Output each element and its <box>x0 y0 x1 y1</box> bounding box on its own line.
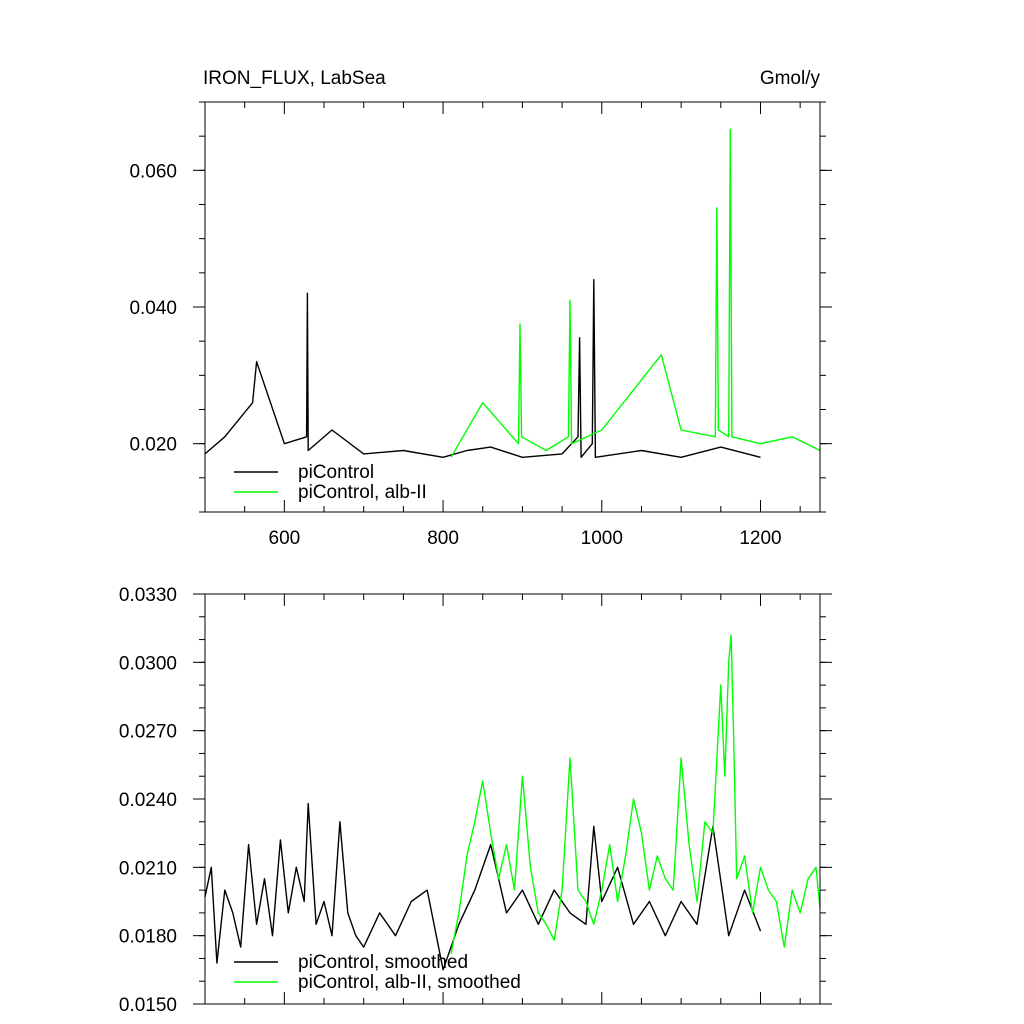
x-tick-label: 800 <box>427 528 459 549</box>
y-tick-label: 0.0300 <box>119 653 177 674</box>
top-panel-ticks <box>193 101 832 513</box>
y-tick-label: 0.0240 <box>119 790 177 811</box>
y-tick-label: 0.0180 <box>119 927 177 948</box>
y-tick-label: 0.0210 <box>119 858 177 879</box>
top-panel-frame <box>204 101 821 513</box>
y-tick-label: 0.0270 <box>119 722 177 743</box>
legend-label: piControl, alb-II <box>298 482 427 503</box>
bottom-panel-series <box>204 634 821 971</box>
y-tick-label: 0.0330 <box>119 585 177 606</box>
series-line <box>204 279 761 458</box>
series-line <box>204 802 762 971</box>
x-tick-label: 1200 <box>739 528 781 549</box>
y-tick-label: 0.020 <box>129 435 177 456</box>
x-tick-label: 600 <box>269 528 301 549</box>
bottom-panel-tick-labels: 0.0150 0.0180 0.0210 0.0240 0.0270 0.0300 0.03… <box>119 585 177 1016</box>
series-line <box>450 634 821 955</box>
top-panel-series <box>204 128 821 458</box>
bottom-panel-frame <box>204 593 821 1005</box>
bottom-panel-ticks <box>193 593 832 1005</box>
y-tick-label: 0.060 <box>129 161 177 182</box>
series-line <box>450 128 821 458</box>
top-panel: 600 800 1000 1200 0.020 0.040 0.060 piControlp… <box>129 101 832 549</box>
legend-label: piControl, smoothed <box>298 952 468 973</box>
legend-label: piControl, alb-II, smoothed <box>298 972 521 993</box>
top-panel-tick-labels: 600 800 1000 1200 0.020 0.040 0.060 <box>129 161 781 549</box>
x-tick-label: 1000 <box>581 528 623 549</box>
chart-title: IRON_FLUX, LabSea <box>203 68 386 89</box>
y-tick-label: 0.040 <box>129 298 177 319</box>
y-tick-label: 0.0150 <box>119 995 177 1016</box>
legend-label: piControl <box>298 462 374 483</box>
bottom-panel: 0.0150 0.0180 0.0210 0.0240 0.0270 0.0300 0.03… <box>119 585 832 1016</box>
chart-units: Gmol/y <box>760 68 821 89</box>
